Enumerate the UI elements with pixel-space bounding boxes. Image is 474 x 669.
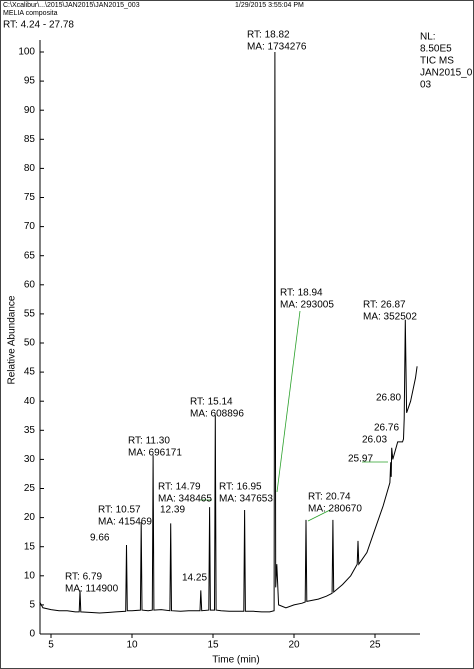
peak-label: RT: 10.57 bbox=[98, 505, 141, 516]
y-tick-label: 45 bbox=[24, 367, 36, 378]
peak-label: RT: 16.95 bbox=[219, 482, 262, 493]
peak-label: MA: 1734276 bbox=[247, 42, 307, 53]
y-tick-label: 100 bbox=[18, 47, 35, 58]
peak-label: RT: 18.94 bbox=[280, 288, 323, 299]
peak-label: RT: 6.79 bbox=[65, 572, 102, 583]
info: JAN2015_0 bbox=[420, 68, 473, 79]
y-tick-label: 75 bbox=[24, 192, 36, 203]
peak-label: MA: 114900 bbox=[65, 584, 119, 595]
y-tick-label: 35 bbox=[24, 425, 36, 436]
y-tick-label: 5 bbox=[29, 600, 35, 611]
x-axis-label: Time (min) bbox=[212, 655, 259, 666]
peak-label: MA: 348465 bbox=[158, 494, 212, 505]
peak-label: RT: 15.14 bbox=[190, 397, 233, 408]
info: TIC MS bbox=[420, 56, 454, 67]
peak-label: 26.76 bbox=[374, 423, 399, 434]
peak-label: RT: 26.87 bbox=[363, 300, 406, 311]
date: 1/29/2015 3:55:04 PM bbox=[235, 2, 304, 9]
peak-label: RT: 20.74 bbox=[308, 492, 351, 503]
x-tick-label: 5 bbox=[48, 640, 54, 651]
file-path: C:\Xcalibur\...\2015\JAN2015\JAN2015_003 bbox=[3, 2, 140, 9]
y-tick-label: 80 bbox=[24, 163, 36, 174]
peak-label: MA: 280670 bbox=[308, 504, 362, 515]
peak-label: 9.66 bbox=[90, 533, 110, 544]
x-tick-label: 15 bbox=[207, 640, 219, 651]
y-tick-label: 0 bbox=[29, 629, 35, 640]
y-axis-label: Relative Abundance bbox=[7, 295, 18, 384]
peak-label: RT: 14.79 bbox=[158, 482, 201, 493]
y-tick-label: 40 bbox=[24, 396, 36, 407]
info: 03 bbox=[420, 80, 432, 91]
y-tick-label: 95 bbox=[24, 76, 36, 87]
y-tick-label: 60 bbox=[24, 279, 36, 290]
y-tick-label: 15 bbox=[24, 541, 36, 552]
y-tick-label: 50 bbox=[24, 338, 36, 349]
peak-label: RT: 11.30 bbox=[128, 436, 170, 447]
sample-name: MELIA composita bbox=[3, 10, 58, 17]
y-tick-label: 25 bbox=[24, 483, 36, 494]
x-tick-label: 20 bbox=[288, 640, 300, 651]
peak-label: MA: 696171 bbox=[128, 448, 182, 459]
y-tick-label: 30 bbox=[24, 454, 36, 465]
peak-label: MA: 352502 bbox=[363, 312, 417, 323]
y-tick-label: 65 bbox=[24, 250, 36, 261]
info: 8.50E5 bbox=[420, 44, 452, 55]
rt-range: RT: 4.24 - 27.78 bbox=[3, 20, 74, 31]
peak-label: 12.39 bbox=[160, 505, 185, 516]
trace bbox=[39, 51, 418, 614]
y-tick-label: 55 bbox=[24, 309, 36, 320]
x-tick-label: 25 bbox=[369, 640, 381, 651]
y-tick-label: 20 bbox=[24, 512, 36, 523]
peak-label: MA: 415469 bbox=[98, 517, 152, 528]
peak-label: 25.97 bbox=[348, 454, 373, 465]
info: NL: bbox=[420, 32, 436, 43]
peak-label: RT: 18.82 bbox=[247, 30, 290, 41]
leader-line bbox=[276, 310, 301, 493]
leader-line bbox=[307, 509, 331, 522]
y-tick-label: 70 bbox=[24, 221, 36, 232]
peak-label: 14.25 bbox=[182, 573, 207, 584]
y-tick-label: 85 bbox=[24, 134, 36, 145]
peak-label: 26.03 bbox=[362, 435, 387, 446]
peak-label: MA: 293005 bbox=[280, 300, 334, 311]
y-tick-label: 90 bbox=[24, 105, 36, 116]
y-tick-label: 10 bbox=[24, 570, 36, 581]
peak-label: 26.80 bbox=[376, 393, 401, 404]
x-tick-label: 10 bbox=[126, 640, 138, 651]
peak-label: MA: 347653 bbox=[219, 494, 273, 505]
peak-label: MA: 608896 bbox=[190, 409, 244, 420]
